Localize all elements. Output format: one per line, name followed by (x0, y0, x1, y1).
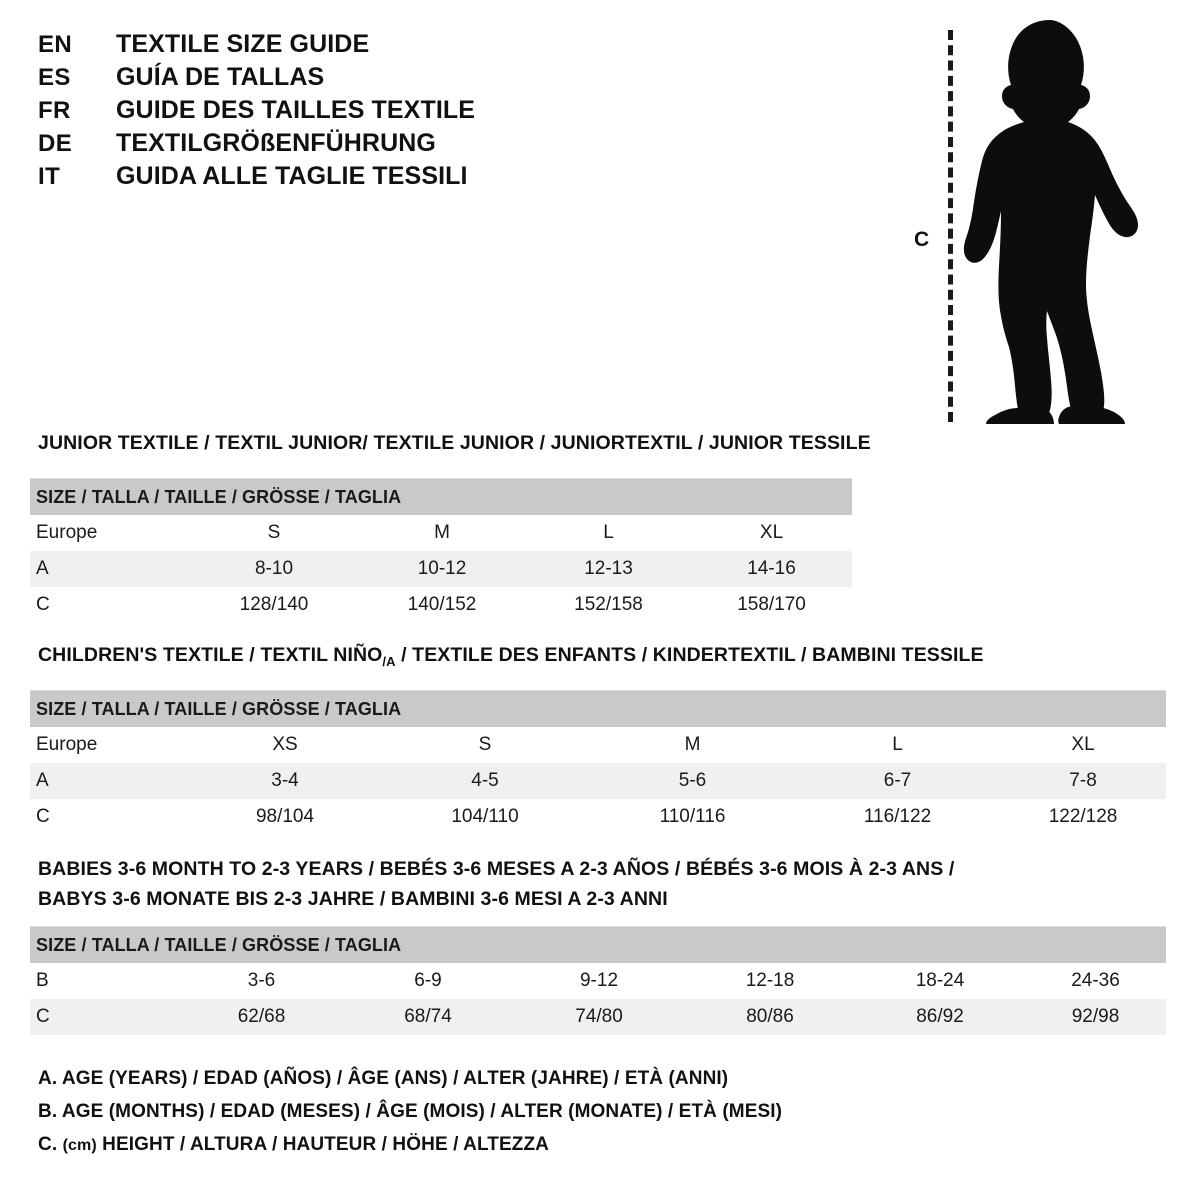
row-label: Europe (36, 522, 98, 543)
table-cell: 18-24 (915, 970, 965, 991)
language-row: DE TEXTILGRÖßENFÜHRUNG (38, 129, 558, 162)
language-row: EN TEXTILE SIZE GUIDE (38, 30, 558, 63)
table-cell: 152/158 (574, 594, 643, 615)
table-row: C 128/140 140/152 152/158 158/170 (30, 587, 852, 623)
row-label: Europe (36, 734, 98, 755)
table-cell: M (434, 522, 450, 543)
table-header-bar-row: SIZE / TALLA / TAILLE / GRÖSSE / TAGLIA (30, 690, 1167, 727)
table-row: C 62/68 68/74 74/80 80/86 86/92 92/98 (30, 999, 1167, 1035)
babies-size-table: SIZE / TALLA / TAILLE / GRÖSSE / TAGLIA … (30, 926, 1167, 1035)
language-title: TEXTILE SIZE GUIDE (116, 30, 370, 58)
legend-c-prefix: C. (38, 1134, 58, 1155)
legend-block: A. AGE (YEARS) / EDAD (AÑOS) / ÂGE (ANS)… (38, 1068, 782, 1167)
table-cell: 6-9 (414, 970, 442, 991)
table-cell: 110/116 (659, 806, 726, 827)
table-row: Europe S M L XL (30, 515, 852, 551)
babies-section-title-line1: BABIES 3-6 MONTH TO 2-3 YEARS / BEBÉS 3-… (38, 858, 955, 880)
size-bar-label: SIZE / TALLA / TAILLE / GRÖSSE / TAGLIA (30, 926, 1167, 963)
table-cell: 3-4 (190, 763, 380, 799)
language-row: ES GUÍA DE TALLAS (38, 63, 558, 96)
language-title: GUÍA DE TALLAS (116, 63, 325, 91)
table-cell: S (267, 522, 281, 543)
table-cell: 7-8 (1000, 763, 1167, 799)
row-label: A (30, 551, 190, 587)
row-label: C (36, 806, 50, 827)
language-title: GUIDE DES TAILLES TEXTILE (116, 96, 476, 124)
legend-line-b: B. AGE (MONTHS) / EDAD (MESES) / ÂGE (MO… (38, 1101, 783, 1122)
table-cell: 4-5 (380, 763, 590, 799)
row-label: C (36, 594, 50, 615)
legend-line-a: A. AGE (YEARS) / EDAD (AÑOS) / ÂGE (ANS)… (38, 1068, 729, 1089)
table-cell: 116/122 (863, 806, 932, 827)
children-size-table: SIZE / TALLA / TAILLE / GRÖSSE / TAGLIA … (30, 690, 1167, 835)
language-code: EN (38, 31, 73, 58)
table-cell: XL (759, 522, 784, 543)
table-cell: 24-36 (1071, 970, 1120, 991)
table-cell: XL (1071, 734, 1095, 755)
legend-line-c: C. (cm) HEIGHT / ALTURA / HAUTEUR / HÖHE… (38, 1134, 782, 1167)
table-cell: 122/128 (1048, 806, 1118, 827)
legend-c-rest: HEIGHT / ALTURA / HAUTEUR / HÖHE / ALTEZ… (102, 1134, 549, 1155)
figure-illustration: C (900, 10, 1170, 430)
height-marker-label: C (914, 228, 930, 251)
size-bar-label: SIZE / TALLA / TAILLE / GRÖSSE / TAGLIA (30, 478, 853, 515)
table-cell: 3-6 (247, 970, 276, 991)
table-cell: S (478, 734, 492, 755)
children-title-main: CHILDREN'S TEXTILE / TEXTIL NIÑO (38, 644, 383, 666)
table-row: A 3-4 4-5 5-6 6-7 7-8 (30, 763, 1167, 799)
language-code: FR (38, 97, 71, 124)
table-cell: 158/170 (737, 594, 806, 615)
table-cell: 8-10 (190, 551, 358, 587)
table-cell: 86/92 (855, 999, 1025, 1035)
table-cell: XS (272, 734, 298, 755)
size-bar-label: SIZE / TALLA / TAILLE / GRÖSSE / TAGLIA (30, 690, 1167, 727)
height-dashed-line (948, 30, 953, 422)
table-row: Europe XS S M L XL (30, 727, 1166, 763)
junior-section-title: JUNIOR TEXTILE / TEXTIL JUNIOR/ TEXTILE … (38, 432, 871, 454)
language-row: IT GUIDA ALLE TAGLIE TESSILI (38, 162, 558, 195)
table-cell: L (892, 734, 903, 755)
table-cell: 92/98 (1025, 999, 1167, 1035)
table-header-bar-row: SIZE / TALLA / TAILLE / GRÖSSE / TAGLIA (30, 478, 853, 515)
language-header: EN TEXTILE SIZE GUIDE ES GUÍA DE TALLAS … (38, 30, 558, 195)
table-cell: 6-7 (795, 763, 1000, 799)
table-row: C 98/104 104/110 110/116 116/122 122/128 (30, 799, 1166, 835)
table-cell: 12-18 (745, 970, 795, 991)
junior-size-table: SIZE / TALLA / TAILLE / GRÖSSE / TAGLIA … (30, 478, 853, 623)
language-title: TEXTILGRÖßENFÜHRUNG (116, 129, 436, 157)
row-label: C (30, 999, 180, 1035)
table-cell: 74/80 (513, 999, 685, 1035)
table-cell: 12-13 (526, 551, 691, 587)
table-cell: 10-12 (358, 551, 526, 587)
language-code: ES (38, 64, 71, 91)
table-cell: M (684, 734, 701, 755)
row-label: A (30, 763, 190, 799)
babies-section-title-line2: BABYS 3-6 MONATE BIS 2-3 JAHRE / BAMBINI… (38, 888, 668, 910)
table-cell: 62/68 (180, 999, 343, 1035)
table-cell: 104/110 (451, 806, 519, 827)
table-row: B 3-6 6-9 9-12 12-18 18-24 24-36 (30, 963, 1166, 999)
legend-c-unit: (cm) (62, 1137, 97, 1154)
table-cell: 5-6 (590, 763, 795, 799)
table-cell: L (603, 522, 614, 543)
toddler-silhouette-icon (963, 20, 1138, 424)
children-section-title: CHILDREN'S TEXTILE / TEXTIL NIÑO/A / TEX… (38, 644, 984, 669)
children-title-rest: / TEXTILE DES ENFANTS / KINDERTEXTIL / B… (395, 644, 984, 666)
children-title-sub: /A (382, 653, 396, 669)
language-title: GUIDA ALLE TAGLIE TESSILI (116, 162, 468, 190)
table-cell: 68/74 (343, 999, 513, 1035)
table-cell: 128/140 (239, 594, 309, 615)
table-cell: 14-16 (691, 551, 853, 587)
language-row: FR GUIDE DES TAILLES TEXTILE (38, 96, 558, 129)
language-code: DE (38, 130, 73, 157)
language-code: IT (38, 163, 61, 190)
table-cell: 80/86 (685, 999, 855, 1035)
table-row: A 8-10 10-12 12-13 14-16 (30, 551, 853, 587)
table-cell: 98/104 (255, 806, 315, 827)
table-header-bar-row: SIZE / TALLA / TAILLE / GRÖSSE / TAGLIA (30, 926, 1167, 963)
row-label: B (36, 970, 49, 991)
table-cell: 9-12 (579, 970, 619, 991)
table-cell: 140/152 (407, 594, 477, 615)
